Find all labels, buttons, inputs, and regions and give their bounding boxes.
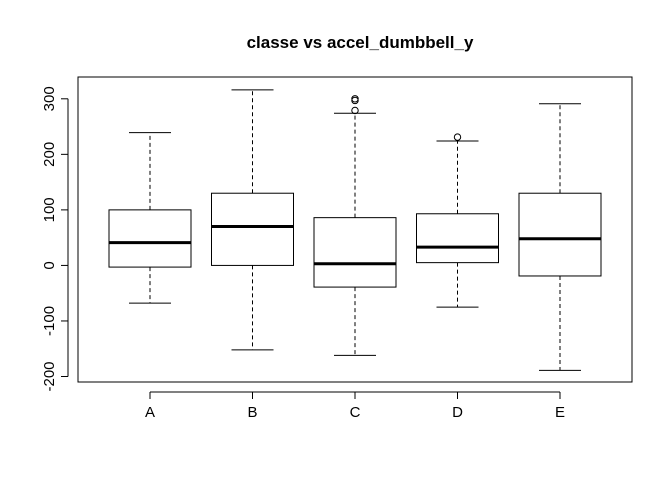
- chart-title: classe vs accel_dumbbell_y: [247, 33, 474, 52]
- y-tick-label: -200: [41, 361, 58, 391]
- outlier-point: [351, 106, 359, 115]
- box-group-B: [211, 89, 294, 351]
- box-group-D: [416, 133, 499, 308]
- x-tick-label: D: [452, 404, 463, 421]
- box-group-C: [313, 95, 397, 356]
- y-tick-label: -100: [41, 306, 58, 336]
- x-axis: A B C D E: [145, 391, 565, 421]
- box-iqr: [108, 209, 192, 268]
- outlier-point: [453, 133, 462, 141]
- outlier-point: [351, 95, 359, 103]
- y-tick-label: 200: [41, 142, 58, 167]
- box-group-A: [108, 132, 192, 304]
- boxes-layer: [108, 89, 602, 371]
- box-iqr: [313, 217, 397, 288]
- x-tick-label: E: [555, 404, 565, 421]
- box-iqr: [416, 213, 499, 264]
- y-tick-label: 300: [41, 86, 58, 111]
- box-group-E: [518, 103, 602, 371]
- y-tick-label: 0: [41, 261, 58, 269]
- box-iqr: [518, 192, 602, 277]
- plot-frame: [77, 76, 633, 383]
- x-tick-label: B: [247, 404, 257, 421]
- x-tick-label: A: [145, 404, 155, 421]
- box-iqr: [211, 192, 294, 266]
- y-tick-label: 100: [41, 197, 58, 222]
- y-axis: -200 -100 0 100 200 300: [41, 86, 69, 392]
- x-tick-label: C: [350, 404, 361, 421]
